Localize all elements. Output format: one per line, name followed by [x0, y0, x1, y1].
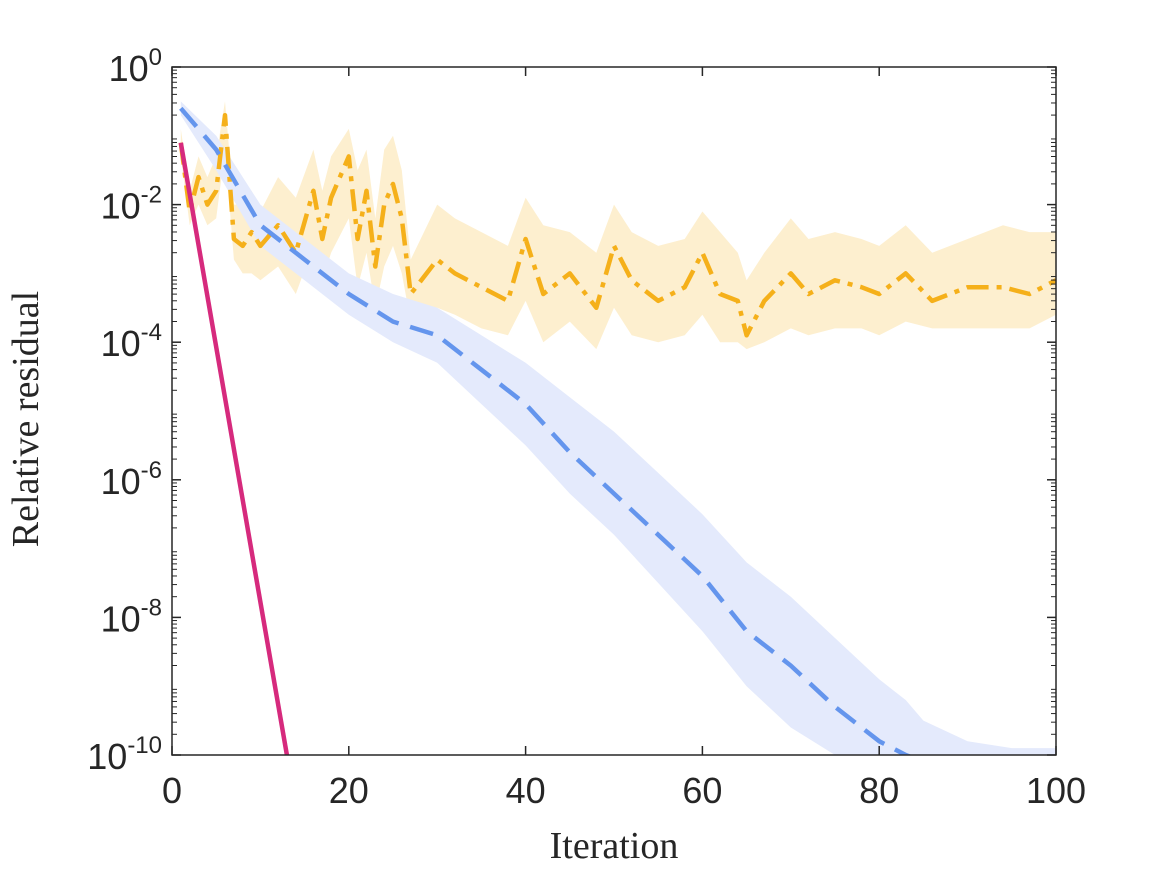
- y-axis-label: Relative residual: [5, 291, 47, 547]
- y-tick-labels: 10-10 10-8 10-6 10-4 10-2 100: [87, 44, 162, 777]
- x-tick-label: 100: [1026, 770, 1086, 811]
- x-tick-label: 80: [859, 770, 899, 811]
- series-blue-line: [179, 106, 912, 755]
- y-tick-label: 10-6: [101, 457, 162, 502]
- axis-ticks: [171, 66, 1057, 756]
- x-tick-label: 40: [506, 770, 546, 811]
- series-magenta-line: [178, 142, 290, 755]
- series-orange-band: [180, 101, 1056, 350]
- series-orange-line: [178, 112, 1056, 338]
- axes-box: [171, 66, 1057, 756]
- y-tick-label: 10-10: [87, 732, 162, 777]
- y-tick-label: 10-8: [101, 594, 162, 639]
- y-tick-label: 100: [109, 44, 162, 89]
- confidence-bands: [180, 101, 1056, 755]
- series-lines: [178, 106, 1056, 755]
- y-tick-label: 10-4: [101, 319, 162, 364]
- x-tick-label: 20: [329, 770, 369, 811]
- x-tick-label: 60: [682, 770, 722, 811]
- x-axis-label: Iteration: [550, 825, 679, 867]
- y-tick-label: 10-2: [101, 182, 162, 227]
- x-tick-labels: 0 20 40 60 80 100: [162, 770, 1086, 811]
- x-tick-label: 0: [162, 770, 182, 811]
